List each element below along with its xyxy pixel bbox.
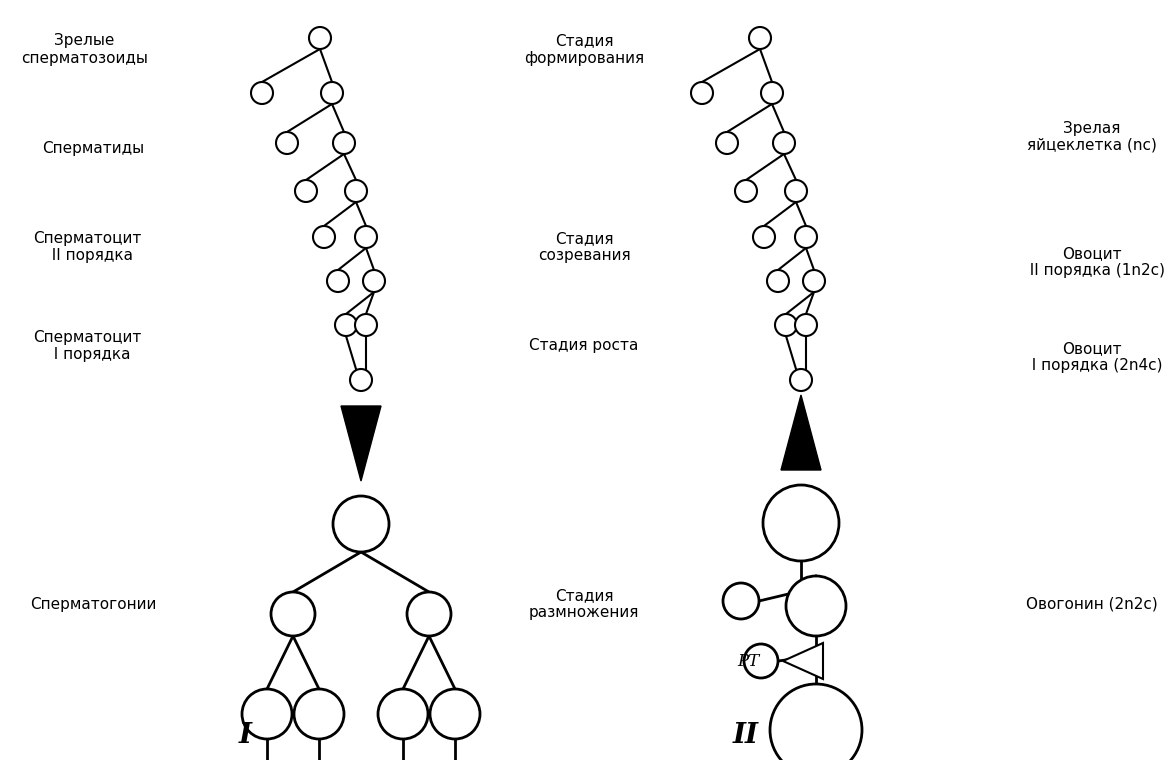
Circle shape (276, 132, 298, 154)
Circle shape (321, 82, 343, 104)
Circle shape (753, 226, 776, 248)
Circle shape (785, 180, 807, 202)
Circle shape (242, 689, 292, 739)
Circle shape (795, 314, 816, 336)
Circle shape (333, 132, 355, 154)
Text: Стадия
созревания: Стадия созревания (537, 231, 631, 263)
Circle shape (327, 270, 349, 292)
Circle shape (767, 270, 790, 292)
Text: Овоцит
  I порядка (2n4c): Овоцит I порядка (2n4c) (1022, 341, 1162, 373)
Circle shape (363, 270, 385, 292)
Text: Овоцит
  II порядка (1n2c): Овоцит II порядка (1n2c) (1020, 246, 1164, 278)
Polygon shape (781, 395, 821, 470)
Circle shape (744, 644, 778, 678)
Circle shape (430, 689, 480, 739)
Circle shape (310, 27, 331, 49)
Circle shape (335, 314, 357, 336)
Circle shape (333, 496, 389, 552)
Circle shape (786, 576, 846, 636)
Circle shape (762, 82, 783, 104)
Text: Сперматиды: Сперматиды (42, 141, 145, 156)
Circle shape (691, 82, 712, 104)
Circle shape (749, 27, 771, 49)
Polygon shape (341, 406, 381, 481)
Text: Стадия
размножения: Стадия размножения (529, 588, 639, 620)
Circle shape (795, 226, 816, 248)
Circle shape (763, 485, 839, 561)
Text: Зрелые
сперматозоиды: Зрелые сперматозоиды (21, 33, 147, 65)
Text: Сперматоцит
  II порядка: Сперматоцит II порядка (34, 231, 141, 263)
Text: Сперматоцит
  I порядка: Сперматоцит I порядка (34, 330, 141, 362)
Circle shape (804, 270, 825, 292)
Circle shape (735, 180, 757, 202)
Text: Зрелая
яйцеклетка (nc): Зрелая яйцеклетка (nc) (1027, 121, 1157, 153)
Circle shape (296, 180, 317, 202)
Circle shape (355, 314, 377, 336)
Circle shape (723, 583, 759, 619)
Circle shape (345, 180, 367, 202)
Text: Стадия роста: Стадия роста (529, 338, 639, 353)
Circle shape (773, 132, 795, 154)
Text: Овогонин (2n2c): Овогонин (2n2c) (1027, 597, 1157, 612)
Text: PT: PT (737, 653, 759, 670)
Text: I: I (238, 722, 252, 749)
Circle shape (776, 314, 797, 336)
Text: Стадия
формирования: Стадия формирования (524, 33, 644, 65)
Circle shape (313, 226, 335, 248)
Circle shape (716, 132, 738, 154)
Circle shape (770, 684, 862, 760)
Circle shape (790, 369, 812, 391)
Circle shape (355, 226, 377, 248)
Text: II: II (732, 722, 758, 749)
Circle shape (378, 689, 427, 739)
Circle shape (350, 369, 371, 391)
Circle shape (271, 592, 315, 636)
Circle shape (406, 592, 451, 636)
Text: Сперматогонии: Сперматогонии (30, 597, 157, 612)
Polygon shape (783, 643, 823, 679)
Circle shape (294, 689, 345, 739)
Circle shape (251, 82, 273, 104)
